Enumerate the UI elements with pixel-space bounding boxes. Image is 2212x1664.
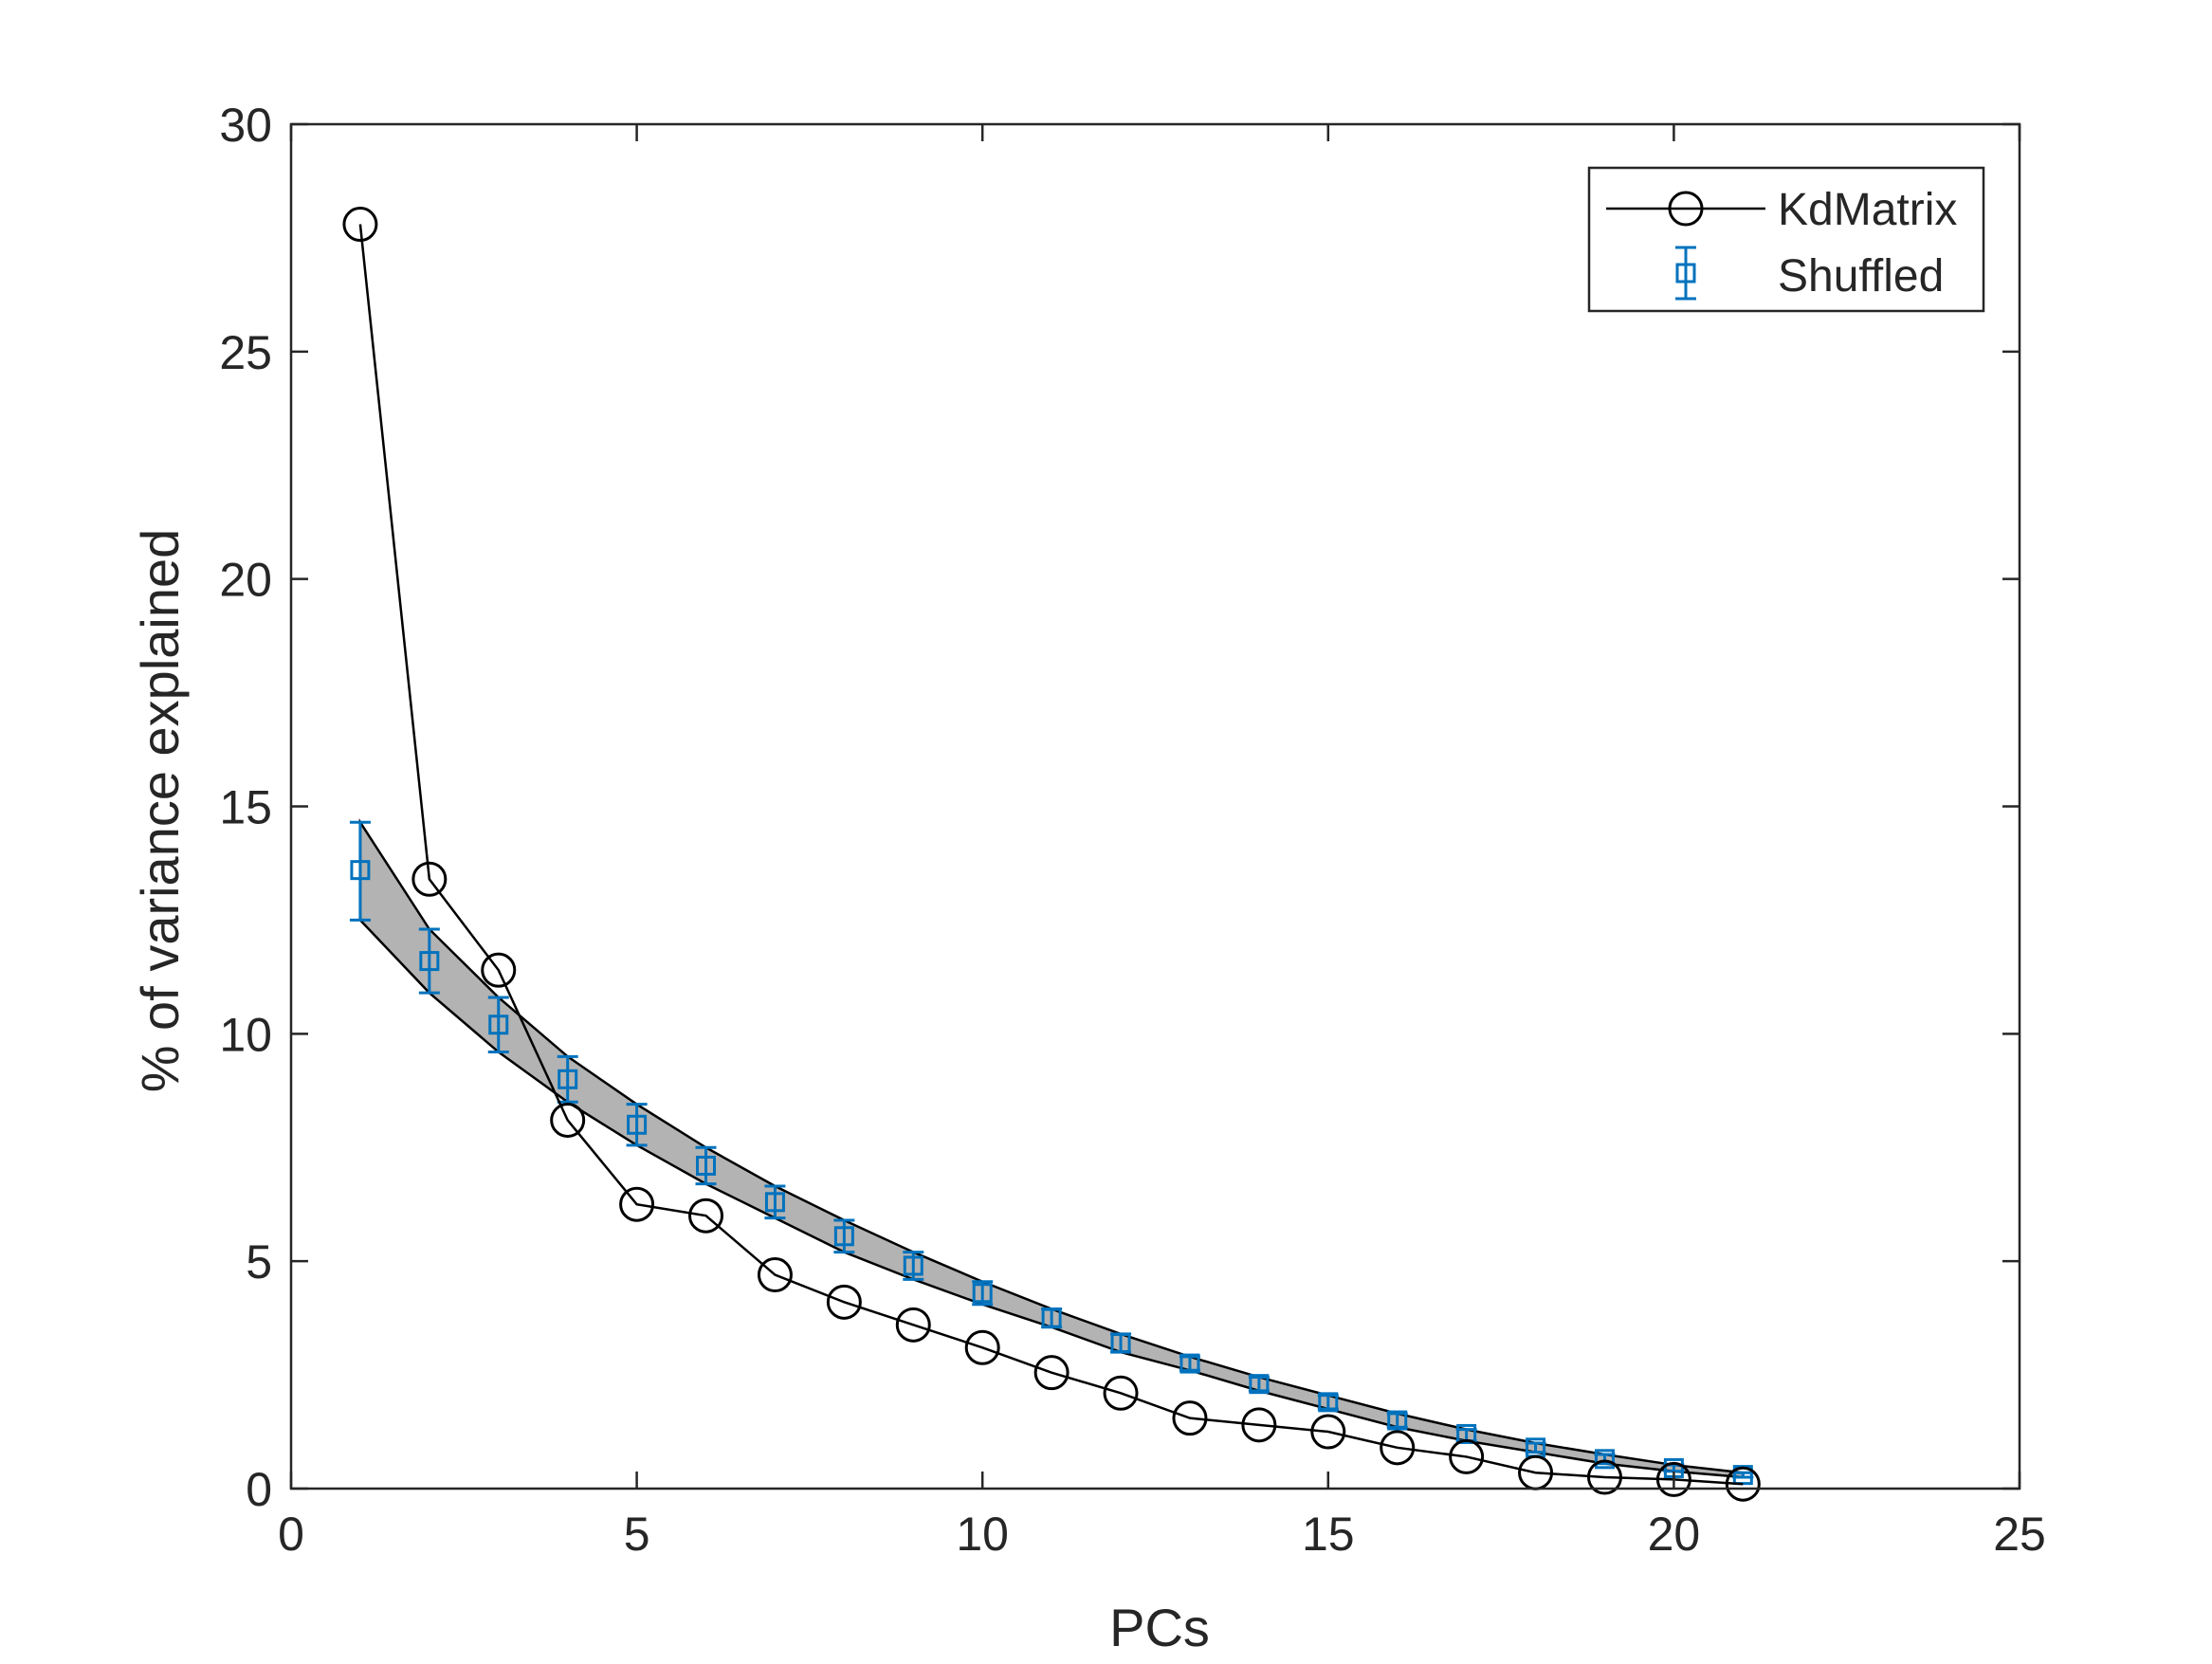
kdmatrix-point [1449, 1438, 1485, 1474]
shuffled-errorbar-point [1386, 1410, 1408, 1431]
x-tick-label: 10 [956, 1508, 1009, 1561]
y-tick-label: 25 [219, 326, 272, 379]
legend-shuffled-label: Shuffled [1778, 251, 1944, 302]
kdmatrix-point [411, 861, 448, 897]
shuffled-errorbar-point [626, 1103, 648, 1147]
kdmatrix-point [1586, 1459, 1622, 1495]
x-axis-title: PCs [1109, 1598, 1210, 1657]
y-axis-title: % of variance explained [130, 529, 190, 1093]
tick-label-layer: 0 5 10 15 20 25 0 5 10 15 20 25 30 [219, 99, 2045, 1561]
axes-layer [289, 122, 2021, 1490]
kdmatrix-point [757, 1257, 793, 1293]
shuffled-errorbar-point [833, 1218, 855, 1254]
x-tick-label: 25 [1993, 1508, 2046, 1561]
kdmatrix-point [826, 1284, 862, 1320]
shuffled-errorbar-point [972, 1280, 994, 1307]
kdmatrix-point [1310, 1414, 1346, 1450]
kdmatrix-series-line [358, 224, 1744, 1486]
x-tick-label: 15 [1302, 1508, 1355, 1561]
kdmatrix-point [1380, 1430, 1416, 1466]
legend: KdMatrix Shuffled [1587, 166, 1985, 313]
y-tick-label: 20 [219, 554, 272, 607]
x-tick-label: 20 [1648, 1508, 1701, 1561]
series-layer [342, 207, 1761, 1502]
y-tick-label: 0 [246, 1463, 272, 1516]
kdmatrix-point [1172, 1400, 1208, 1436]
shuffled-errorbar-point [1110, 1332, 1132, 1354]
kdmatrix-point [481, 952, 517, 988]
legend-shuffled-marker [1675, 246, 1696, 301]
kdmatrix-point [895, 1307, 931, 1343]
shuffled-errorbar-point [1179, 1353, 1200, 1374]
kdmatrix-point [964, 1329, 1000, 1365]
shuffled-errorbar-point [1041, 1307, 1063, 1329]
kdmatrix-point [1241, 1407, 1277, 1443]
kdmatrix-point [688, 1198, 724, 1234]
kdmatrix-point [550, 1102, 586, 1138]
kdmatrix-point [619, 1186, 655, 1222]
shuffled-errorbar-point [418, 927, 440, 995]
kdmatrix-point [1103, 1375, 1139, 1411]
kdmatrix-point [1033, 1355, 1069, 1391]
y-tick-label: 30 [219, 99, 272, 152]
kdmatrix-point [342, 207, 378, 243]
shuffled-errorbar-point [903, 1251, 924, 1281]
legend-box [1587, 166, 1985, 313]
x-tick-label: 0 [278, 1508, 304, 1561]
shuffled-errorbar-point [1317, 1392, 1339, 1413]
shuffled-errorbar-point [695, 1145, 717, 1186]
shuffled-errorbar-point [1248, 1374, 1270, 1395]
kdmatrix-point [1655, 1461, 1691, 1497]
shuffled-errorbar-point [557, 1054, 578, 1104]
y-tick-label: 10 [219, 1008, 272, 1061]
x-tick-label: 5 [624, 1508, 650, 1561]
shuffled-errorbar-point [349, 820, 371, 922]
legend-kdmatrix-marker [1668, 191, 1704, 227]
kdmatrix-point [1725, 1466, 1761, 1502]
y-tick-label: 15 [219, 781, 272, 834]
shuffled-errorbar-point [764, 1184, 786, 1220]
y-tick-label: 5 [246, 1235, 272, 1289]
shuffled-errorbar-point [487, 996, 509, 1054]
legend-kdmatrix-label: KdMatrix [1778, 185, 1957, 235]
